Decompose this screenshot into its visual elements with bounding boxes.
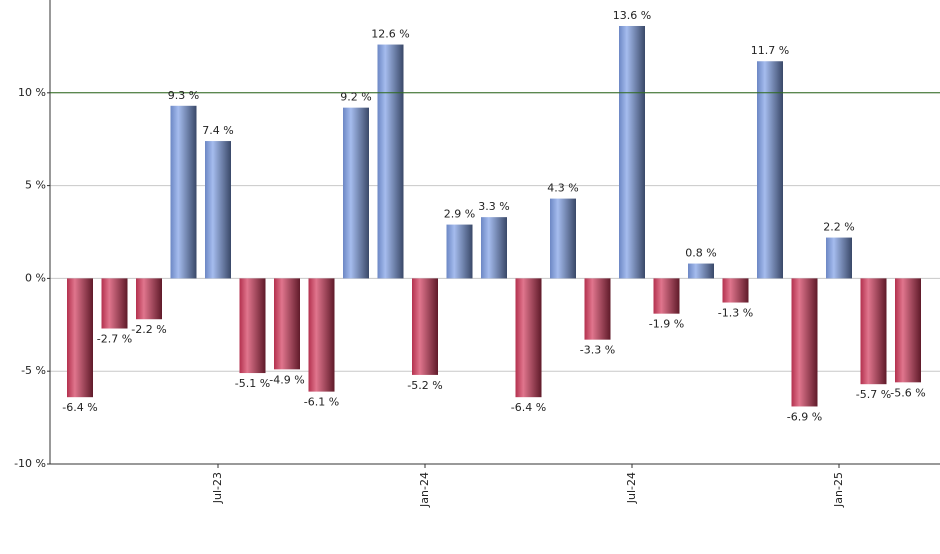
value-label: -5.7 % [856, 388, 891, 401]
bar [412, 278, 438, 375]
value-label: -6.9 % [787, 410, 822, 423]
bar [343, 107, 369, 279]
value-label: 12.6 % [371, 28, 409, 41]
bar [274, 278, 300, 370]
y-tick-label: 5 % [25, 179, 46, 192]
value-label: 0.8 % [685, 247, 716, 260]
x-tick-label: Jul-23 [211, 472, 224, 504]
value-label: 7.4 % [202, 124, 233, 137]
value-label: 9.2 % [340, 91, 371, 104]
y-tick-label: 0 % [25, 271, 46, 284]
bar [791, 278, 818, 407]
value-label: -2.7 % [97, 333, 132, 346]
y-tick-label: -10 % [14, 457, 46, 470]
value-label: 2.2 % [823, 221, 854, 234]
bar [826, 237, 852, 279]
value-label: -6.4 % [62, 401, 97, 414]
x-tick-label: Jan-25 [832, 472, 845, 508]
value-label: 11.7 % [751, 44, 789, 57]
value-label: 3.3 % [478, 200, 509, 213]
value-label: 4.3 % [547, 182, 578, 195]
x-tick-label: Jan-24 [418, 472, 431, 508]
bar [446, 224, 473, 279]
value-label: -2.2 % [131, 323, 166, 336]
value-label: 2.9 % [444, 208, 475, 221]
bar [308, 278, 335, 392]
x-tick-label: Jul-24 [625, 472, 638, 504]
y-tick-label: -5 % [21, 364, 46, 377]
value-label: 9.3 % [168, 89, 199, 102]
bar [653, 278, 680, 314]
bar [239, 278, 266, 374]
y-tick-label: 10 % [18, 86, 46, 99]
value-label: -6.1 % [304, 396, 339, 409]
bar [619, 25, 645, 279]
bar [101, 278, 128, 329]
bar [205, 141, 231, 279]
value-label: -4.9 % [269, 373, 304, 386]
value-label: -6.4 % [511, 401, 546, 414]
bar [67, 278, 93, 398]
bar [377, 44, 404, 279]
bar [515, 278, 542, 398]
value-label: -5.1 % [235, 377, 270, 390]
bar [688, 263, 714, 279]
value-label: 13.6 % [613, 9, 651, 22]
value-label: -1.9 % [649, 318, 684, 331]
bar [722, 278, 749, 303]
bar [860, 278, 887, 385]
value-label: -3.3 % [580, 344, 615, 357]
value-label: -5.6 % [890, 386, 925, 399]
bar [584, 278, 611, 340]
bar [550, 198, 576, 279]
bar [481, 217, 507, 279]
value-label: -1.3 % [718, 307, 753, 320]
bar [136, 278, 162, 320]
bar [757, 61, 783, 279]
bar [170, 105, 197, 279]
bar [895, 278, 921, 383]
value-label: -5.2 % [407, 379, 442, 392]
